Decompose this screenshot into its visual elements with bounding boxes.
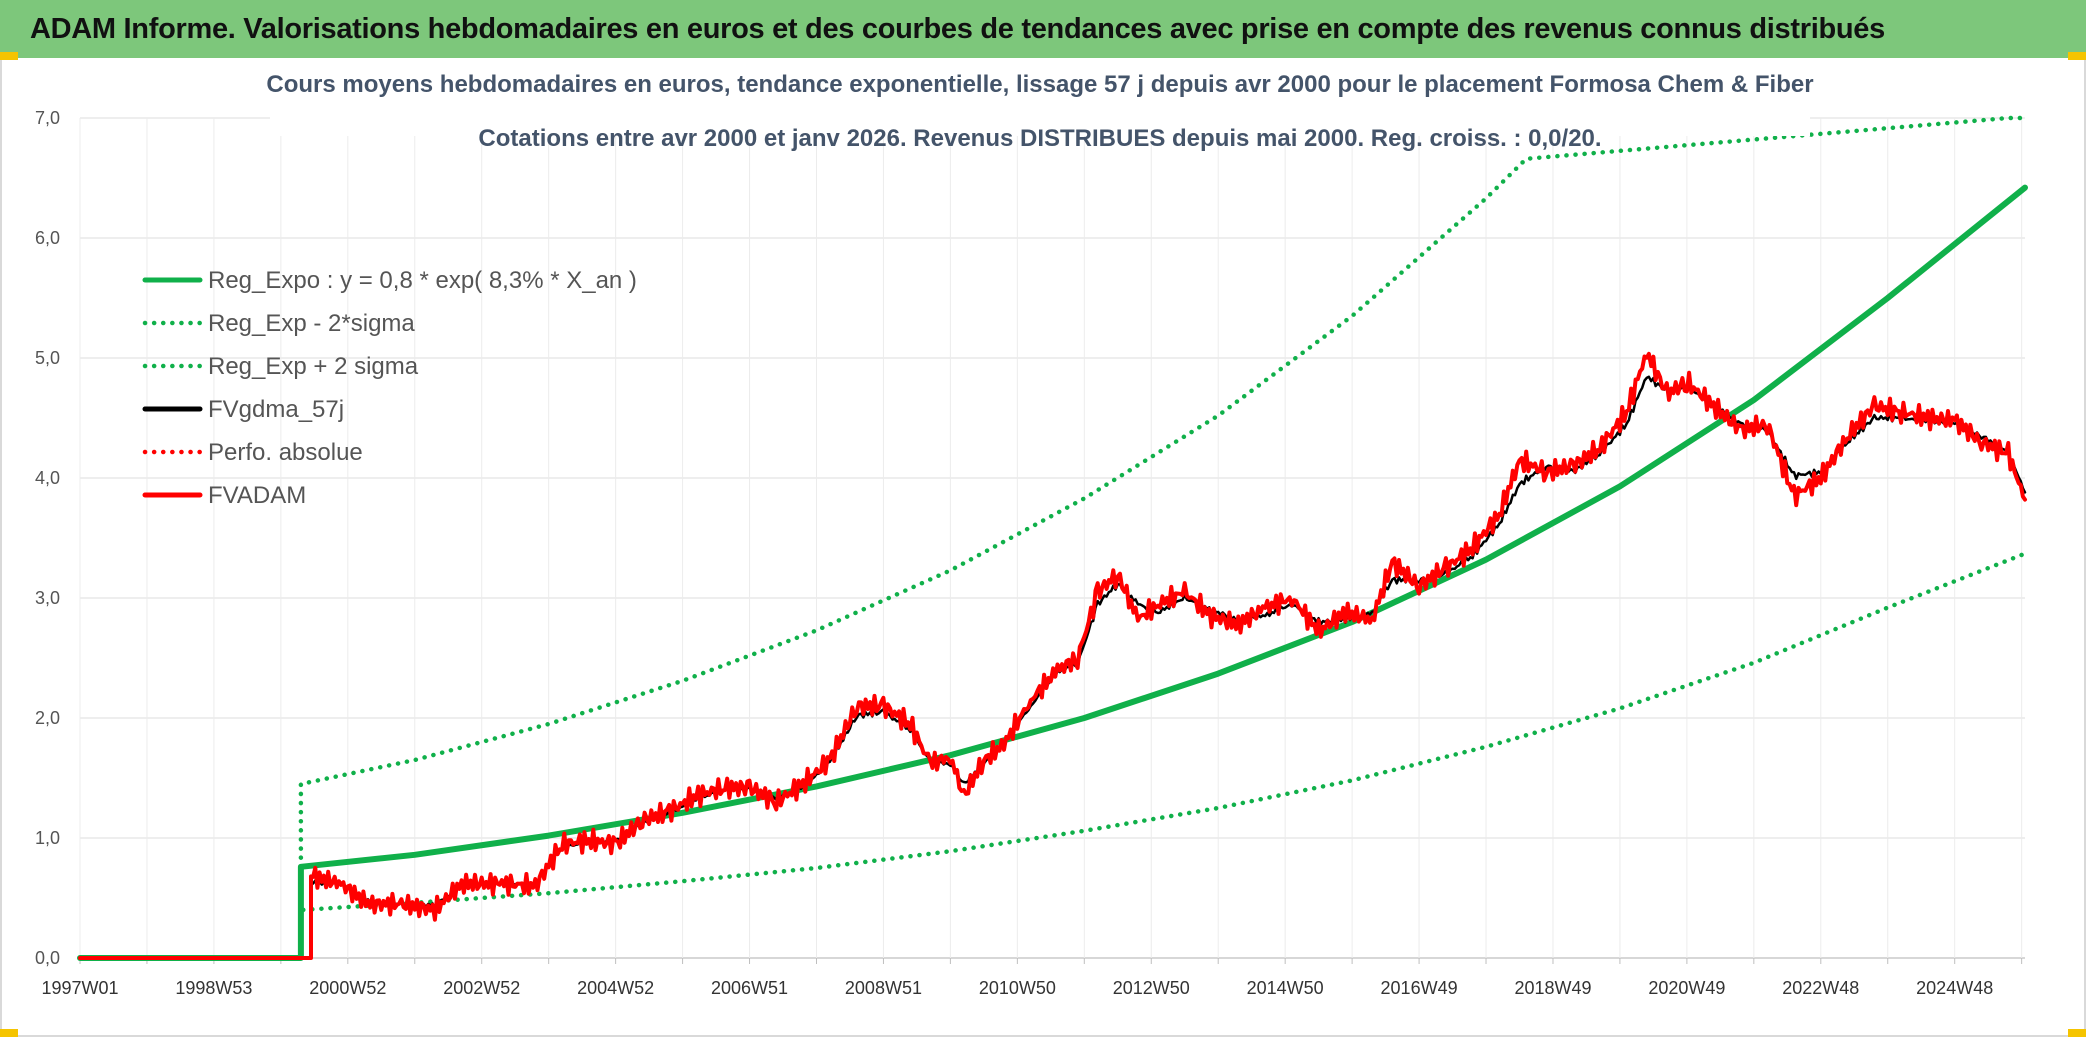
legend-label: Reg_Exp - 2*sigma [208, 310, 415, 337]
y-tick-label: 3,0 [35, 588, 60, 608]
legend-label: Perfo. absolue [208, 439, 363, 466]
x-tick-label: 1997W01 [41, 978, 118, 998]
reg-exp-plus-2sigma-line [298, 115, 2028, 870]
legend-label: FVgdma_57j [208, 396, 344, 423]
chart-area: 0,0 1,0 2,0 3,0 4,0 5,0 6,0 7,0 1997W01 1998W53 2… [0, 58, 2086, 1037]
x-tick-label: 2006W51 [711, 978, 788, 998]
y-tick-label: 4,0 [35, 468, 60, 488]
legend-label: Reg_Expo : y = 0,8 * exp( 8,3% * X_an ) [208, 267, 637, 294]
banner-title: ADAM Informe. Valorisations hebdomadaire… [30, 12, 1885, 45]
x-tick-label: 2016W49 [1381, 978, 1458, 998]
series-group [77, 115, 2028, 961]
y-tick-label: 7,0 [35, 108, 60, 128]
reg-expo-line [77, 184, 2028, 961]
x-tick-label: 2024W48 [1916, 978, 1993, 998]
x-axis-ticks: 1997W01 1998W53 2000W52 2002W52 2004W52 2006W… [41, 978, 1993, 998]
y-axis-ticks: 0,0 1,0 2,0 3,0 4,0 5,0 6,0 7,0 [35, 108, 60, 968]
x-tick-label: 2022W48 [1782, 978, 1859, 998]
x-tick-label: 1998W53 [175, 978, 252, 998]
corner-marker [2068, 52, 2086, 60]
title-background [270, 62, 1810, 136]
line-chart: 0,0 1,0 2,0 3,0 4,0 5,0 6,0 7,0 1997W01 1998W53 2… [35, 62, 2028, 998]
fvgdma-57j-line [309, 375, 2027, 960]
y-tick-label: 6,0 [35, 228, 60, 248]
y-tick-label: 0,0 [35, 948, 60, 968]
legend: Reg_Expo : y = 0,8 * exp( 8,3% * X_an ) R… [142, 267, 637, 509]
x-tick-label: 2020W49 [1648, 978, 1725, 998]
x-tick-label: 2008W51 [845, 978, 922, 998]
chart-title: Cours moyens hebdomadaires en euros, ten… [266, 71, 1813, 98]
corner-marker [0, 52, 18, 60]
legend-label: Reg_Exp + 2 sigma [208, 353, 419, 380]
x-tick-label: 2002W52 [443, 978, 520, 998]
x-tick-label: 2018W49 [1514, 978, 1591, 998]
y-tick-label: 2,0 [35, 708, 60, 728]
x-tick-label: 2012W50 [1113, 978, 1190, 998]
report-banner: ADAM Informe. Valorisations hebdomadaire… [0, 0, 2086, 58]
x-tick-label: 2014W50 [1247, 978, 1324, 998]
x-tick-label: 2004W52 [577, 978, 654, 998]
corner-marker [2068, 1029, 2086, 1037]
chart-titles: Cours moyens hebdomadaires en euros, ten… [266, 62, 1814, 152]
fvadam-line [78, 351, 2027, 960]
legend-label: FVADAM [208, 482, 306, 509]
y-tick-label: 5,0 [35, 348, 60, 368]
y-tick-label: 1,0 [35, 828, 60, 848]
grid-lines [79, 117, 2025, 964]
corner-marker [0, 1029, 18, 1037]
chart-subtitle: Cotations entre avr 2000 et janv 2026. R… [478, 125, 1601, 152]
reg-exp-minus-2sigma-line [298, 551, 2028, 913]
x-tick-label: 2010W50 [979, 978, 1056, 998]
x-tick-label: 2000W52 [309, 978, 386, 998]
